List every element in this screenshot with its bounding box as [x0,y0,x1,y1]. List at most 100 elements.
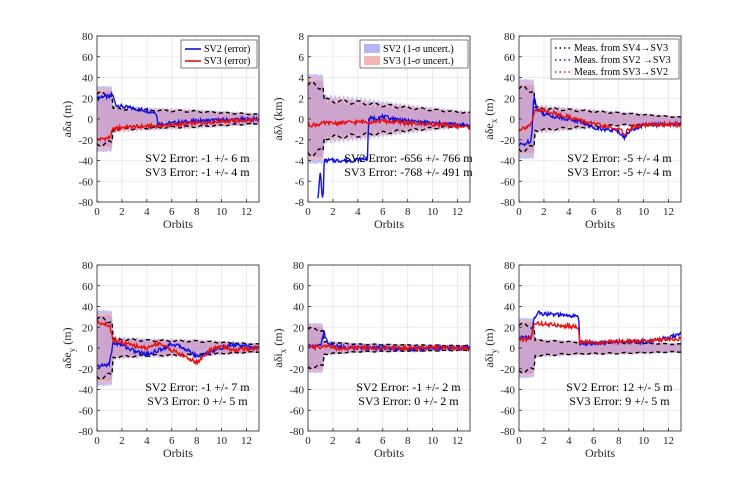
x-tick-label: 2 [119,435,125,447]
y-tick-label: 20 [504,93,516,105]
y-tick-label: 60 [504,52,516,64]
legend-box [550,38,680,80]
y-tick-label: -40 [500,156,515,168]
x-tick-label: 10 [427,206,439,218]
subplot-3: 0 2 4 6 8 10 12 -80 -60 -40 -20 0 20 40 60 80 Orbits aδex… [482,31,682,231]
error-annotation: SV2 Error: -1 +/- 7 m [145,380,250,394]
overlap-uncertainty-band [97,90,259,148]
x-tick-label: 8 [616,435,622,447]
x-axis-label: Orbits [585,446,615,460]
y-tick-label: -40 [78,156,93,168]
x-tick-label: 2 [541,206,547,218]
error-annotation: SV3 Error: 9 +/- 5 m [569,394,670,408]
y-tick-label: 40 [504,302,516,314]
x-tick-label: 8 [616,206,622,218]
x-tick-label: 0 [94,206,100,218]
x-tick-label: 4 [566,435,572,447]
y-tick-label: -6 [295,176,305,188]
error-annotation: SV3 Error: -768 +/- 491 m [344,165,473,179]
x-tick-label: 4 [144,206,150,218]
y-tick-label: -20 [289,364,304,376]
sv3-error-line [519,319,681,346]
error-annotation: SV2 Error: 12 +/- 5 m [566,380,673,394]
y-tick-label: -20 [78,364,93,376]
error-annotation: SV2 Error: -5 +/- 4 m [567,151,672,165]
x-tick-label: 8 [194,435,200,447]
y-tick-label: -60 [500,405,515,417]
x-tick-label: 10 [216,206,228,218]
legend-label: Meas. from SV2 →SV3 [574,55,671,66]
x-axis-label: Orbits [374,217,404,231]
y-tick-label: 4 [299,73,305,85]
legend-box [180,39,258,69]
y-tick-label: 60 [82,281,94,293]
x-tick-label: 4 [144,435,150,447]
y-tick-label: -2 [295,135,304,147]
x-tick-label: 10 [638,435,650,447]
x-tick-label: 0 [305,206,311,218]
x-tick-label: 2 [119,206,125,218]
y-tick-label: -8 [295,197,305,209]
y-tick-label: 40 [504,73,516,85]
y-tick-label: -80 [78,426,93,438]
y-tick-label: 80 [82,31,94,43]
sv3-error-line [308,342,470,353]
x-axis-label: Orbits [374,446,404,460]
y-tick-label: 0 [299,343,305,355]
x-tick-label: 6 [169,435,175,447]
y-tick-label: -60 [78,176,93,188]
y-tick-label: 80 [504,31,516,43]
y-tick-label: 40 [82,302,94,314]
y-tick-label: 60 [82,52,94,64]
sv2-error-line [97,340,259,370]
y-tick-label: -80 [500,197,515,209]
y-tick-label: 40 [82,73,94,85]
x-axis-label: Orbits [163,217,193,231]
y-tick-label: -20 [500,135,515,147]
y-axis-label: aδa (m) [60,101,74,138]
error-annotation: SV3 Error: -1 +/- 4 m [145,165,250,179]
x-tick-label: 4 [566,206,572,218]
x-axis-label: Orbits [585,217,615,231]
x-tick-label: 6 [591,435,597,447]
error-annotation: SV3 Error: 0 +/- 5 m [147,394,248,408]
y-tick-label: 60 [293,281,305,293]
overlap-uncertainty-band [519,84,681,154]
x-tick-label: 10 [427,435,439,447]
x-tick-label: 2 [330,435,336,447]
legend-label: SV3 (1-σ uncert.) [383,56,454,67]
y-tick-label: 80 [293,260,305,272]
x-tick-label: 12 [663,435,674,447]
x-tick-label: 6 [169,206,175,218]
y-tick-label: -80 [500,426,515,438]
legend-label: SV3 (error) [204,56,250,67]
y-tick-label: -80 [78,197,93,209]
legend-label: Meas. from SV4→SV3 [574,43,668,54]
x-tick-label: 8 [194,206,200,218]
legend-label: Meas. from SV3→SV2 [574,67,668,78]
y-tick-label: -40 [500,385,515,397]
overlap-uncertainty-band [519,322,681,374]
y-tick-label: -20 [78,135,93,147]
overlap-uncertainty-band [97,315,259,381]
legend-swatch [364,44,380,53]
x-tick-label: 0 [94,435,100,447]
lower-bound-dashed [519,350,681,374]
y-tick-label: 8 [299,31,305,43]
subplot-4: 0 2 4 6 8 10 12 -80 -60 -40 -20 0 20 40 60 80 Orbits aδey… [60,260,260,460]
y-tick-label: 60 [504,281,516,293]
sv3-error-line [97,116,259,143]
subplot-6: 0 2 4 6 8 10 12 -80 -60 -40 -20 0 20 40 60 80 Orbits aδiy… [482,260,682,460]
x-axis-label: Orbits [163,446,193,460]
y-tick-label: -4 [295,156,305,168]
y-tick-label: 80 [504,260,516,272]
y-tick-label: 20 [504,322,516,334]
x-tick-label: 12 [663,206,674,218]
y-tick-label: -60 [500,176,515,188]
x-tick-label: 12 [241,435,252,447]
x-tick-label: 2 [541,435,547,447]
x-tick-label: 0 [516,206,522,218]
